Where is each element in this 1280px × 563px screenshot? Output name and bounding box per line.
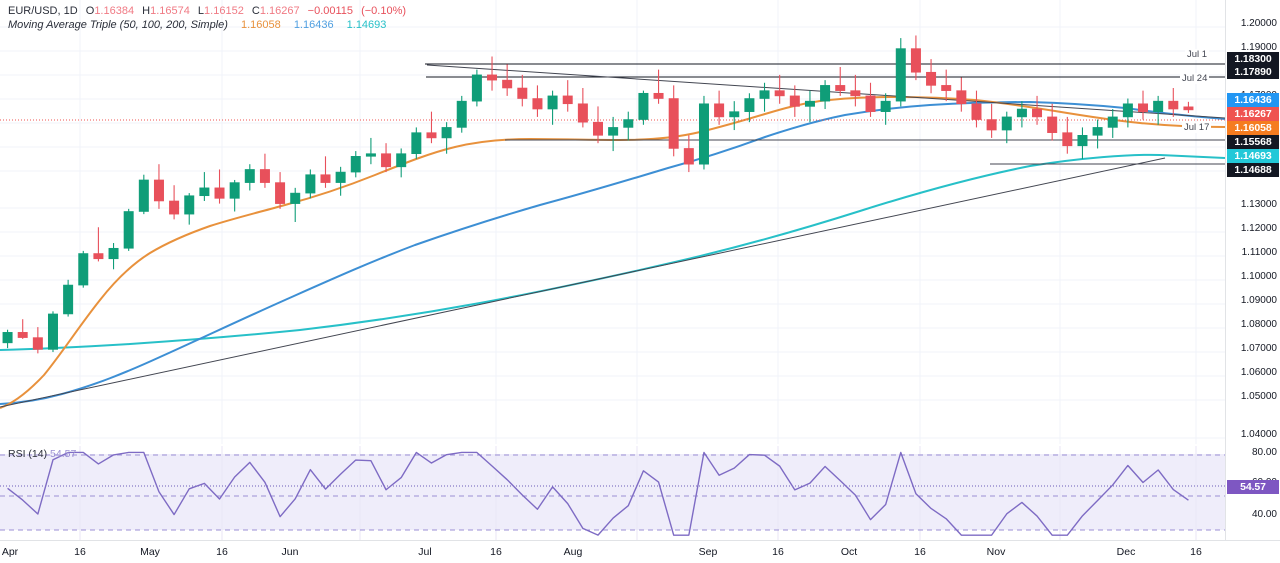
time-tick: May	[140, 546, 160, 558]
price-axis[interactable]: 1.200001.190001.180001.170001.160001.150…	[1225, 0, 1280, 540]
rsi-tick: 80.00	[1251, 447, 1277, 458]
ma50-price-badge[interactable]: 1.16058	[1227, 121, 1279, 135]
price-tick: 1.09000	[1240, 295, 1277, 306]
time-tick: Oct	[840, 546, 858, 558]
price-chart-svg[interactable]	[0, 0, 1225, 444]
ma100-line	[0, 100, 1225, 405]
time-tick: Apr	[1, 546, 19, 558]
level-support-2[interactable]: 1.14688	[1227, 163, 1279, 177]
price-tick: 1.19000	[1240, 42, 1277, 53]
price-tick: 1.13000	[1240, 199, 1277, 210]
price-tick: 1.10000	[1240, 271, 1277, 282]
price-tick: 1.05000	[1240, 391, 1277, 402]
time-tick: Sep	[698, 546, 718, 558]
price-tick: 1.07000	[1240, 343, 1277, 354]
time-tick: Jul	[418, 546, 432, 558]
ma200-price-badge[interactable]: 1.14693	[1227, 149, 1279, 163]
level-high-2[interactable]: 1.17890	[1227, 65, 1279, 79]
rsi-panel[interactable]: RSI (14) 54.57	[0, 446, 1225, 540]
trendline-tag-jul-1: Jul 1	[1185, 49, 1210, 60]
price-tick: 1.11000	[1241, 247, 1277, 258]
ma50-line	[0, 95, 1225, 409]
time-axis[interactable]: Apr 16 May 16 Jun Jul 16 Aug Sep 16 Oct 16 Nov Dec 16	[0, 540, 1280, 563]
level-support-1[interactable]: 1.15568	[1227, 135, 1279, 149]
price-tick: 1.06000	[1240, 367, 1277, 378]
time-tick: Jun	[281, 546, 299, 558]
time-tick: 16	[1190, 546, 1202, 558]
price-tick: 1.04000	[1240, 429, 1277, 440]
time-tick: 16	[216, 546, 228, 558]
rsi-band-fill	[0, 454, 1225, 530]
time-tick: 16	[490, 546, 502, 558]
rsi-value-badge[interactable]: 54.57	[1227, 480, 1279, 494]
trendline-tag-jul-24: Jul 24	[1180, 73, 1210, 84]
rsi-line	[7, 451, 1189, 536]
price-panel[interactable]	[0, 0, 1225, 444]
time-tick: 16	[772, 546, 784, 558]
time-tick: Aug	[563, 546, 583, 558]
rsi-grid	[79, 446, 1197, 540]
price-tick: 1.08000	[1240, 319, 1277, 330]
candlestick-series	[2, 35, 1194, 354]
time-tick: 16	[74, 546, 86, 558]
time-tick: 16	[914, 546, 926, 558]
ascending-trendline	[0, 157, 1166, 408]
time-tick: Nov	[986, 546, 1006, 558]
ma100-price-badge[interactable]: 1.16436	[1227, 93, 1279, 107]
time-tick: Dec	[1116, 546, 1136, 558]
level-high-1[interactable]: 1.18300	[1227, 52, 1279, 66]
last-price-badge[interactable]: 1.16267	[1227, 107, 1279, 121]
price-tick: 1.20000	[1240, 18, 1277, 29]
rsi-chart-svg[interactable]	[0, 446, 1225, 540]
price-tick: 1.12000	[1240, 223, 1277, 234]
price-grid	[0, 0, 1225, 444]
trendline-tag-jul-17: Jul 17	[1182, 122, 1212, 133]
rsi-tick: 40.00	[1251, 509, 1277, 520]
